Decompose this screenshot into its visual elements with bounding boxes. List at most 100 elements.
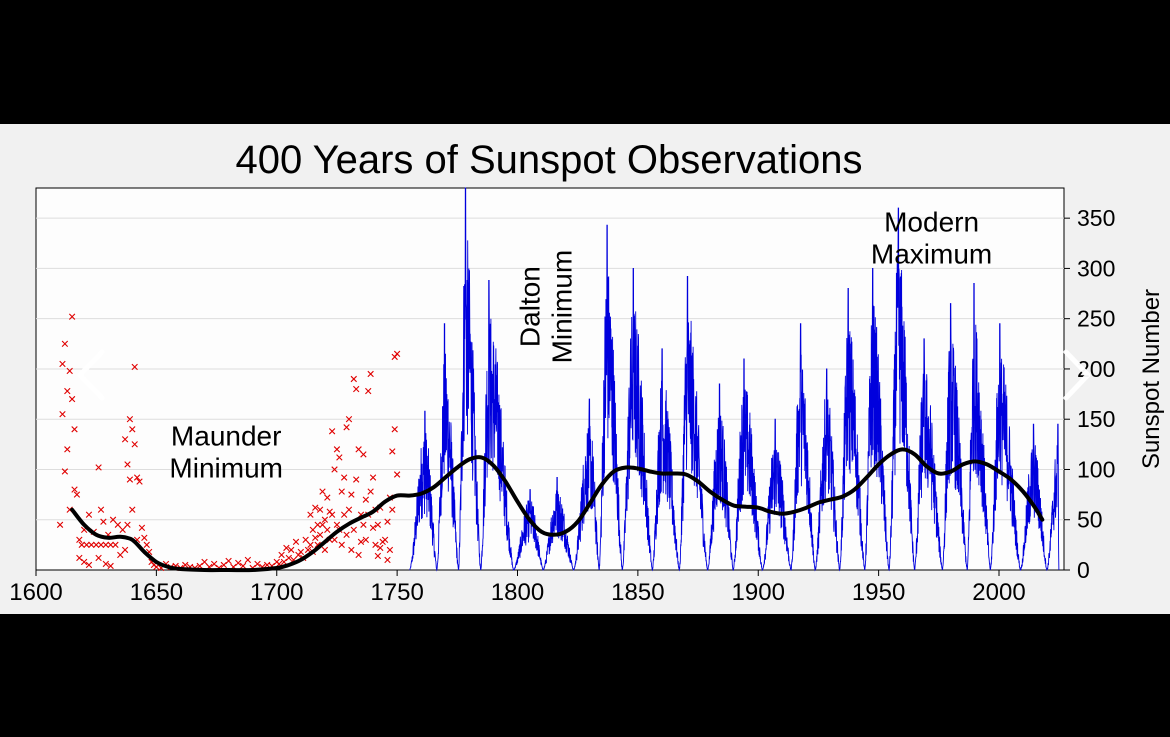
observation-marker [312, 534, 319, 542]
observation-marker [372, 541, 379, 549]
observation-marker [182, 561, 189, 569]
observation-marker [316, 506, 324, 513]
observation-marker [340, 474, 348, 481]
observation-marker [353, 476, 360, 483]
annotation-text: Maunder [171, 420, 282, 451]
observation-marker [350, 526, 357, 533]
observation-marker [391, 426, 398, 433]
observation-marker [307, 541, 314, 549]
y-tick-label: 0 [1077, 557, 1090, 583]
annotation-text: Maximum [871, 238, 992, 269]
observation-marker [68, 395, 76, 403]
observation-marker [316, 531, 324, 539]
observation-marker [389, 506, 396, 513]
observation-marker [133, 474, 141, 481]
observation-marker [100, 518, 107, 525]
observation-marker [143, 541, 150, 549]
observation-marker [348, 491, 355, 498]
observation-marker [263, 561, 271, 569]
observation-marker [333, 446, 341, 453]
x-tick-label: 1700 [250, 579, 303, 606]
x-tick-label: 1600 [9, 579, 62, 606]
observation-marker [85, 561, 93, 569]
observation-marker [61, 340, 69, 348]
observation-marker [338, 541, 345, 549]
x-tick-label: 1850 [611, 579, 664, 606]
observation-marker [73, 491, 81, 498]
y-axis-label: Sunspot Number [1138, 289, 1165, 469]
observation-marker [129, 506, 136, 513]
observation-marker [280, 558, 288, 566]
observation-marker [331, 466, 338, 473]
observation-marker [324, 494, 331, 501]
observation-marker [126, 416, 134, 423]
observation-marker [239, 562, 247, 570]
observation-marker [92, 541, 100, 549]
observation-marker [381, 536, 389, 544]
observation-marker [340, 511, 348, 518]
monthly-sunspot-series [409, 187, 1060, 572]
observation-marker [374, 552, 382, 560]
observation-marker [319, 521, 326, 528]
annotation-text: Minimum [546, 250, 577, 364]
y-tick-label: 100 [1077, 456, 1115, 482]
next-image-button[interactable] [1056, 344, 1096, 406]
observation-marker [384, 556, 391, 564]
observation-marker [114, 521, 122, 528]
previous-image-button[interactable] [72, 344, 112, 406]
observation-marker [307, 511, 314, 518]
observation-marker [97, 541, 105, 549]
observation-marker [367, 370, 374, 378]
observation-marker [377, 544, 384, 552]
observation-marker [85, 511, 93, 518]
observation-marker [80, 558, 88, 566]
observation-marker [78, 541, 85, 549]
observation-marker [367, 488, 374, 495]
observation-marker [136, 478, 143, 485]
sunspot-chart: 400 Years of Sunspot Observations 1600 16… [9, 138, 1165, 606]
observation-marker [124, 461, 131, 468]
observation-marker [360, 451, 367, 458]
observation-marker [362, 536, 370, 544]
observation-marker [107, 562, 114, 570]
observation-marker [121, 546, 129, 554]
observation-marker [109, 516, 117, 523]
x-tick-label: 2000 [972, 579, 1025, 606]
observation-marker [384, 518, 391, 525]
observation-marker [71, 486, 78, 493]
observation-marker [64, 387, 71, 395]
x-tick-label: 1800 [491, 579, 544, 606]
observation-marker [61, 468, 69, 475]
observation-marker [343, 424, 350, 431]
x-tick-label: 1650 [130, 579, 183, 606]
observation-marker [285, 554, 292, 562]
observation-marker [393, 350, 401, 358]
observation-marker [278, 551, 285, 559]
y-tick-label: 300 [1077, 255, 1115, 281]
y-tick-label: 350 [1077, 205, 1115, 231]
observation-marker [348, 546, 355, 554]
observation-marker [319, 488, 326, 495]
observation-marker [220, 561, 227, 569]
x-tick-label: 1900 [732, 579, 785, 606]
monthly-line [409, 187, 1060, 572]
observation-marker [369, 524, 377, 531]
observation-marker [83, 541, 90, 549]
observation-marker [345, 506, 353, 513]
observation-marker [59, 410, 66, 418]
observation-marker [121, 436, 129, 443]
observation-marker [112, 541, 119, 549]
observation-marker [119, 526, 126, 533]
annotation-group: Dalton Minimum [514, 250, 577, 364]
observation-marker [102, 560, 110, 568]
observation-marker [131, 363, 138, 371]
observation-marker [321, 516, 329, 523]
observation-marker [374, 521, 382, 528]
observation-marker [336, 454, 343, 461]
observation-marker [56, 521, 64, 528]
smoothed-average-line [70, 447, 1045, 573]
observation-marker [88, 541, 95, 549]
observation-marker [350, 375, 357, 383]
observation-marker [393, 471, 401, 478]
